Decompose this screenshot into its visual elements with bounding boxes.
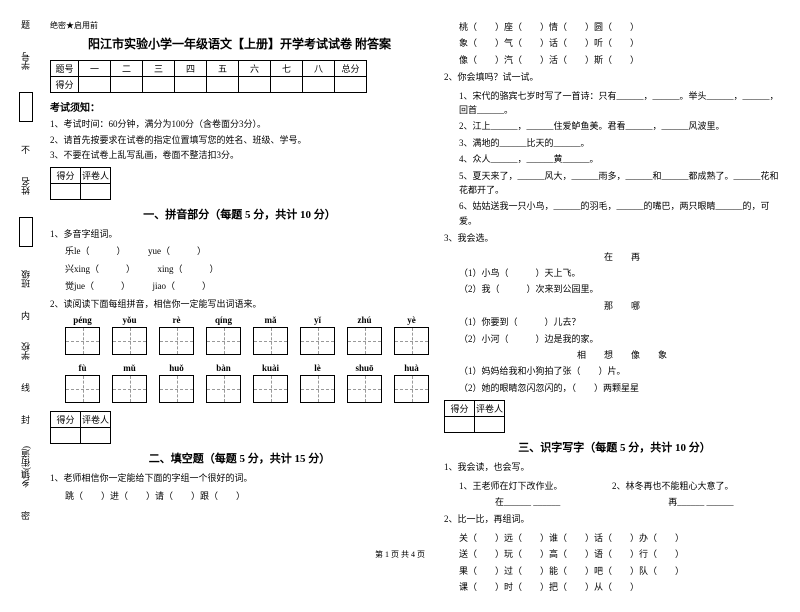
mark: 内 [19, 311, 32, 320]
s2-q1: 1、老师相信你一定能给下面的字组一个很好的词。 [50, 472, 429, 486]
label-id: 学号 [19, 52, 32, 70]
left-column: 绝密★启用前 阳江市实验小学一年级语文【上册】开学考试试卷 附答案 题号 一 二… [50, 20, 429, 597]
s3-q1: 1、我会读，也会写。 [444, 461, 785, 475]
section2-title: 二、填空题（每题 5 分，共计 15 分） [50, 450, 429, 466]
grader-table: 得分评卷人 [50, 167, 111, 200]
mark: 题 [19, 20, 32, 29]
grid-row [65, 375, 429, 403]
pinyin-row: fù mǔ huǒ bàn kuài lè shuō huà [65, 363, 429, 373]
exam-title: 阳江市实验小学一年级语文【上册】开学考试试卷 附答案 [50, 35, 429, 52]
label-name: 姓名 [19, 177, 32, 195]
mark: 线 [19, 383, 32, 392]
mark: 密 [19, 511, 32, 520]
notice-item: 2、请首先按要求在试卷的指定位置填写您的姓名、班级、学号。 [50, 134, 429, 147]
section1-title: 一、拼音部分（每题 5 分，共计 10 分） [50, 206, 429, 222]
mark: 不 [19, 145, 32, 154]
s2-q2: 2、你会填吗？试一试。 [444, 71, 785, 85]
notice-title: 考试须知： [50, 99, 429, 114]
notice-item: 1、考试时间：60分钟，满分为100分（含卷面分3分）。 [50, 118, 429, 131]
grid-row [65, 327, 429, 355]
input-box [19, 92, 33, 122]
notice-item: 3、不要在试卷上乱写乱画，卷面不整洁扣3分。 [50, 149, 429, 162]
input-box [19, 217, 33, 247]
grader-table: 得分评卷人 [50, 411, 111, 444]
s3-q2: 2、比一比，再组词。 [444, 513, 785, 527]
right-column: 桃（ ）座（ ）情（ ）圆（ ） 象（ ）气（ ）话（ ）听（ ） 像（ ）汽（… [444, 20, 785, 597]
confidential-mark: 绝密★启用前 [50, 20, 429, 31]
binding-sidebar: 题 学号 不 姓名 班级 内 学校 线 封 乡镇(街道) 密 [8, 20, 43, 520]
q1: 1、多音字组词。 [50, 228, 429, 242]
score-table: 题号 一 二 三 四 五 六 七 八 总分 得分 [50, 60, 367, 93]
section3-title: 三、识字写字（每题 5 分，共计 10 分） [444, 439, 785, 455]
label-class: 班级 [19, 270, 32, 288]
label-school: 学校 [19, 342, 32, 360]
label-town: 乡镇(街道) [19, 446, 32, 488]
mark: 封 [19, 415, 32, 424]
page-footer: 第 1 页 共 4 页 [375, 549, 425, 560]
q2: 2、读阅读下面每组拼音，相信你一定能写出词语来。 [50, 298, 429, 312]
page-content: 绝密★启用前 阳江市实验小学一年级语文【上册】开学考试试卷 附答案 题号 一 二… [0, 0, 800, 612]
s2-q1-chars: 跳（ ）进（ ）请（ ）跟（ ） [50, 490, 429, 504]
pinyin-row: péng yǒu rè qíng mǎ yǐ zhú yè [65, 315, 429, 325]
grader-table: 得分评卷人 [444, 400, 505, 433]
s2-q3: 3、我会选。 [444, 232, 785, 246]
